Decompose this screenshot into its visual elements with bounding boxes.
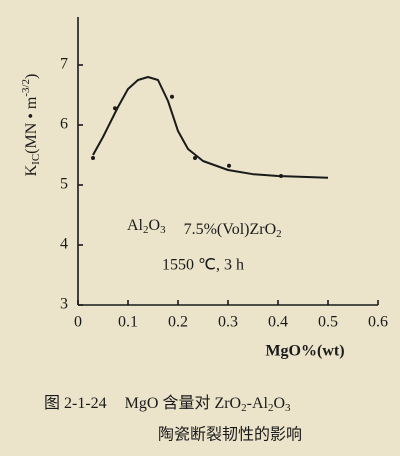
text-part: -3/2 <box>20 79 32 97</box>
y-tick-label: 4 <box>60 236 68 253</box>
x-tick-label: 0.1 <box>118 314 138 331</box>
x-tick-label: 0.3 <box>218 314 238 331</box>
x-tick-label: 0.6 <box>368 314 388 331</box>
text-part: (MN • m <box>23 96 40 154</box>
caption: 图 2-1-24 MgO 含量对 ZrO2-Al2O3 <box>44 394 291 414</box>
text-part: 3 <box>285 402 291 414</box>
text-part: 3 <box>160 224 166 236</box>
text-part: O <box>273 395 285 412</box>
y-tick-label: 3 <box>60 296 68 313</box>
text-part: ) <box>23 74 40 79</box>
data-point <box>113 106 117 111</box>
text-part: 2 <box>143 224 149 236</box>
data-point <box>227 163 231 168</box>
x-axis-label: MgO%(wt) <box>265 343 344 360</box>
text-part: 2 <box>268 402 274 414</box>
x-tick-label: 0 <box>74 314 82 331</box>
text-part: O <box>149 217 161 234</box>
x-tick-label: 0.5 <box>318 314 338 331</box>
annotation: Al2O3 7.5%(Vol)ZrO2 <box>127 217 282 240</box>
annotation: 1550 ℃, 3 h <box>162 257 244 274</box>
text-part: 2 <box>241 402 247 414</box>
caption: 陶瓷断裂韧性的影响 <box>158 426 302 444</box>
text-part: 7.5%(Vol)ZrO <box>184 221 277 238</box>
data-point <box>279 174 283 178</box>
text-part: 2 <box>276 228 282 240</box>
x-tick-label: 0.2 <box>168 314 188 331</box>
y-tick-label: 6 <box>60 116 68 133</box>
x-tick-label: 0.4 <box>268 314 288 331</box>
text-part: -Al <box>247 395 269 412</box>
data-point <box>193 156 197 160</box>
text-part: K <box>23 164 40 176</box>
curve <box>92 76 329 179</box>
y-tick-label: 5 <box>60 176 68 193</box>
text-part: Al <box>127 217 144 234</box>
text-part: MgO 含量对 ZrO <box>125 394 241 412</box>
data-point <box>91 156 95 160</box>
y-tick-label: 7 <box>60 56 68 73</box>
y-axis-label: KIC(MN • m-3/2) <box>20 74 42 177</box>
text-part: 图 2-1-24 <box>44 395 107 412</box>
text-part: IC <box>30 154 42 165</box>
data-point <box>170 94 174 99</box>
